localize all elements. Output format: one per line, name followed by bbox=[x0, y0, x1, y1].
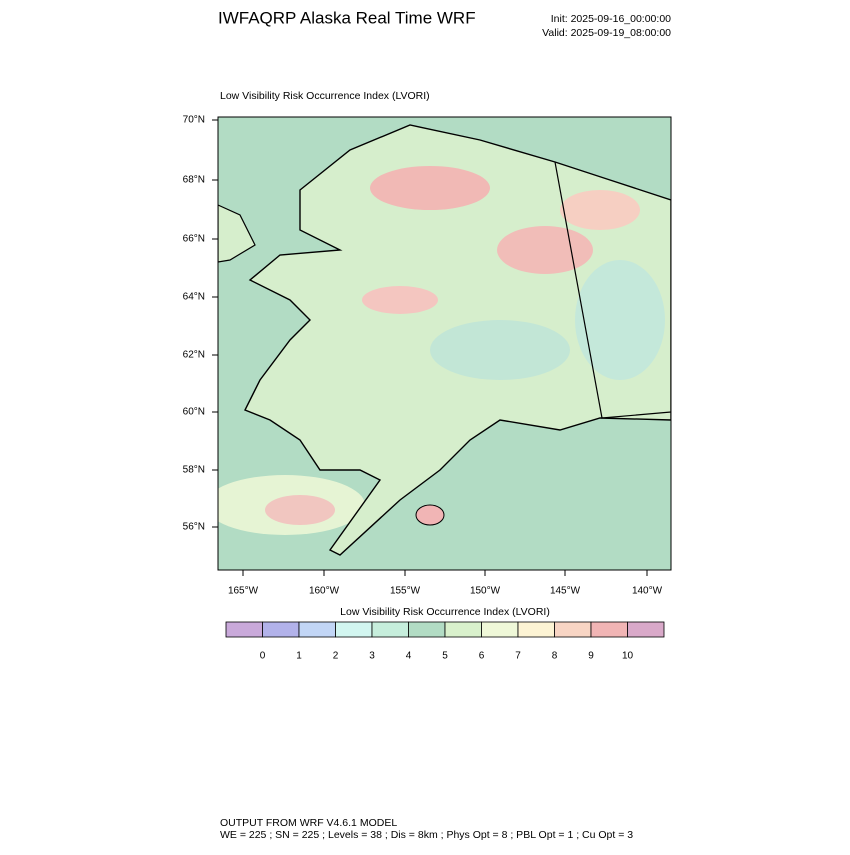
colorbar-box bbox=[517, 621, 555, 638]
colorbar-label: 2 bbox=[333, 651, 339, 662]
field-patch bbox=[497, 226, 593, 274]
map-field bbox=[218, 117, 671, 570]
colorbar-box bbox=[444, 621, 482, 638]
footer-line: OUTPUT FROM WRF V4.6.1 MODEL bbox=[220, 817, 397, 829]
lat-label: 62°N bbox=[183, 350, 205, 361]
colorbar-box bbox=[371, 621, 409, 638]
valid-time: Valid: 2025-09-19_08:00:00 bbox=[542, 27, 671, 39]
lat-label: 56°N bbox=[183, 522, 205, 533]
colorbar-box bbox=[225, 621, 263, 638]
colorbar-title: Low Visibility Risk Occurrence Index (LV… bbox=[340, 606, 550, 618]
lon-label: 155°W bbox=[390, 586, 421, 597]
colorbar-label: 3 bbox=[369, 651, 375, 662]
lon-label: 145°W bbox=[550, 586, 581, 597]
colorbar-label: 7 bbox=[515, 651, 521, 662]
colorbar-box bbox=[590, 621, 628, 638]
colorbar-box bbox=[554, 621, 592, 638]
lat-label: 64°N bbox=[183, 292, 205, 303]
colorbar-box bbox=[335, 621, 373, 638]
lon-label: 140°W bbox=[632, 586, 663, 597]
colorbar-label: 1 bbox=[296, 651, 302, 662]
lat-label: 58°N bbox=[183, 465, 205, 476]
lat-label: 70°N bbox=[183, 115, 205, 126]
colorbar-box bbox=[627, 621, 665, 638]
colorbar-label: 5 bbox=[442, 651, 448, 662]
island bbox=[415, 504, 445, 526]
colorbar-label: 4 bbox=[406, 651, 412, 662]
field-patch bbox=[362, 286, 438, 314]
page-title: IWFAQRP Alaska Real Time WRF bbox=[218, 8, 476, 27]
border bbox=[554, 161, 671, 419]
field-patch bbox=[575, 260, 665, 380]
colorbar-label: 10 bbox=[622, 651, 634, 662]
init-time: Init: 2025-09-16_00:00:00 bbox=[551, 13, 671, 25]
colorbar-box bbox=[262, 621, 300, 638]
lat-label: 60°N bbox=[183, 407, 205, 418]
lat-label: 68°N bbox=[183, 175, 205, 186]
colorbar-label: 6 bbox=[479, 651, 485, 662]
land bbox=[218, 204, 256, 263]
colorbar: 0 1 2 3 4 5 6 7 8 9 10 bbox=[225, 621, 665, 662]
colorbar-box bbox=[408, 621, 446, 638]
colorbar-label: 0 bbox=[260, 651, 266, 662]
lon-label: 150°W bbox=[470, 586, 501, 597]
lat-label: 66°N bbox=[183, 234, 205, 245]
colorbar-label: 9 bbox=[588, 651, 594, 662]
field-patch bbox=[265, 495, 335, 525]
field-patch bbox=[370, 166, 490, 210]
map-title: Low Visibility Risk Occurrence Index (LV… bbox=[220, 90, 430, 102]
lon-label: 165°W bbox=[228, 586, 259, 597]
map-frame bbox=[217, 116, 672, 571]
footer-line: WE = 225 ; SN = 225 ; Levels = 38 ; Dis … bbox=[220, 829, 633, 841]
field-patch bbox=[430, 320, 570, 380]
colorbar-box bbox=[298, 621, 336, 638]
colorbar-box bbox=[481, 621, 519, 638]
colorbar-label: 8 bbox=[552, 651, 558, 662]
field-patch bbox=[560, 190, 640, 230]
lon-label: 160°W bbox=[309, 586, 340, 597]
